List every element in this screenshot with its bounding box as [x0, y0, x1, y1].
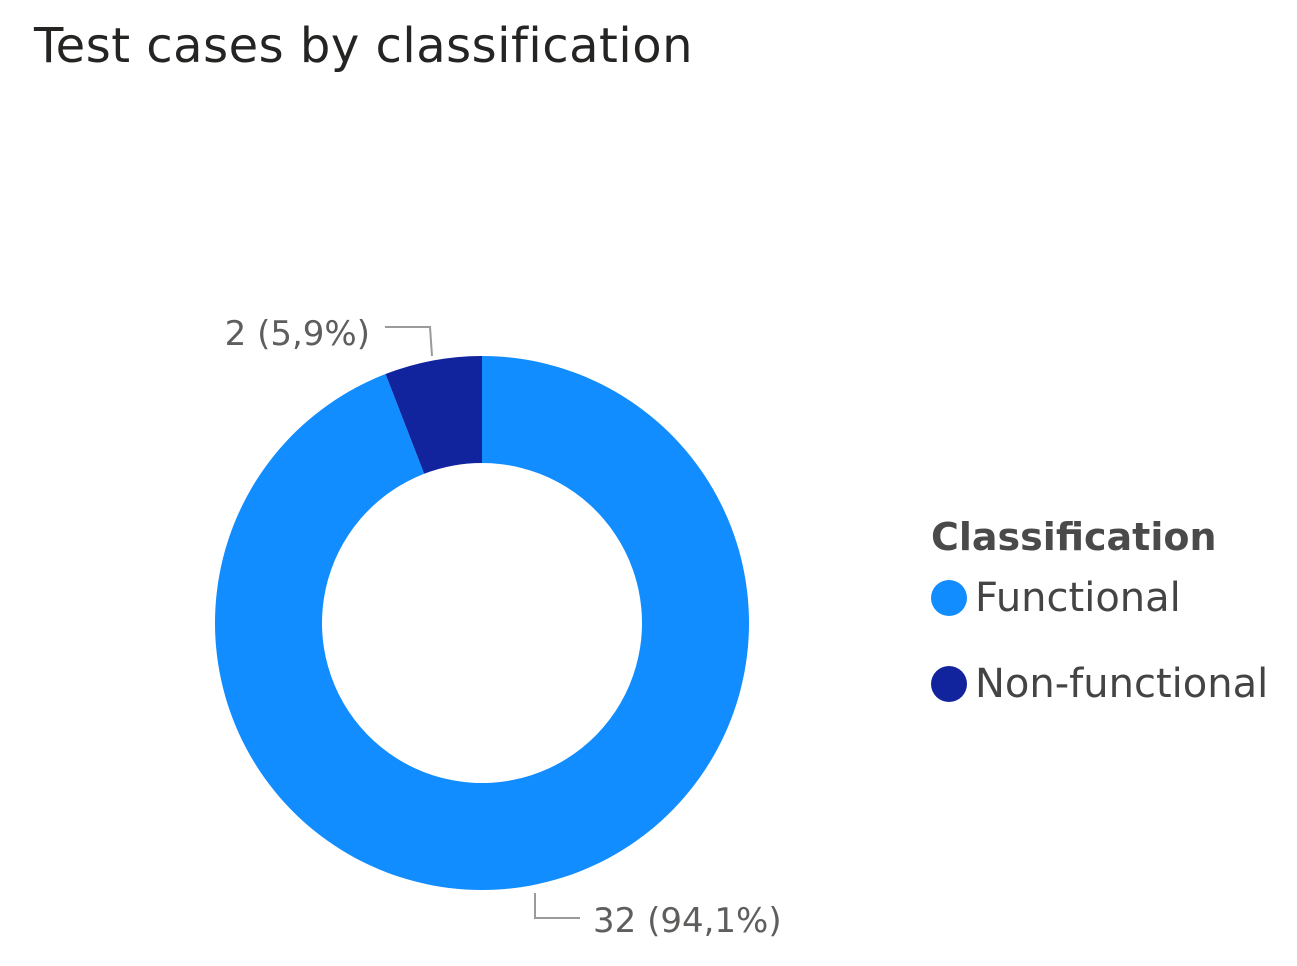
chart-title: Test cases by classification — [34, 18, 693, 74]
legend-title: Classification — [931, 515, 1217, 559]
legend-items: Functional Non-functional — [931, 573, 1268, 709]
leader-line-non-functional — [385, 326, 433, 357]
legend-item-functional[interactable]: Functional — [931, 573, 1268, 623]
data-labels: 32 (94,1%) 2 (5,9%) — [225, 314, 782, 941]
leader-line-functional — [534, 893, 580, 919]
legend-marker-icon — [931, 666, 967, 702]
data-label-functional: 32 (94,1%) — [593, 901, 782, 941]
donut-slices — [214, 356, 749, 891]
legend-label: Non-functional — [975, 661, 1269, 707]
slice-functional[interactable] — [214, 356, 749, 891]
legend-item-non-functional[interactable]: Non-functional — [931, 659, 1268, 709]
legend-marker-icon — [931, 580, 967, 616]
legend-label: Functional — [975, 575, 1181, 621]
data-label-non-functional: 2 (5,9%) — [225, 314, 370, 354]
legend: Classification Functional Non-functional — [931, 515, 1268, 745]
slice-non-functional[interactable] — [385, 356, 482, 474]
